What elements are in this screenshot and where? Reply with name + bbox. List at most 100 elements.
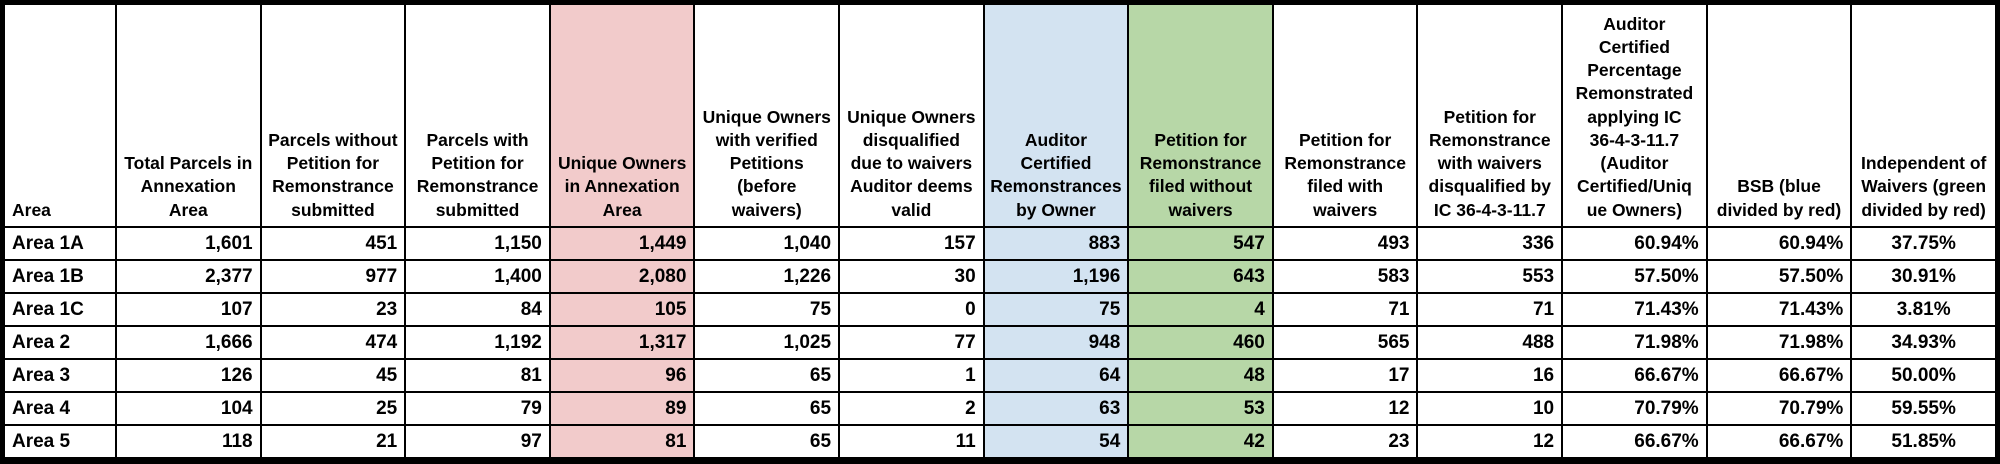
table-cell[interactable]: 96: [548, 358, 696, 393]
table-cell[interactable]: 79: [404, 391, 551, 426]
table-cell[interactable]: 66.67%: [1705, 424, 1853, 459]
table-cell[interactable]: 71.98%: [1705, 325, 1853, 360]
table-cell[interactable]: 70.79%: [1705, 391, 1853, 426]
table-cell[interactable]: 53: [1127, 391, 1274, 426]
column-header-auditor-certified-remonstrances[interactable]: Auditor Certified Remonstrances by Owner: [982, 3, 1130, 228]
table-cell[interactable]: 3.81%: [1850, 292, 1997, 327]
table-cell[interactable]: 12: [1271, 391, 1419, 426]
table-cell[interactable]: 105: [548, 292, 696, 327]
table-cell[interactable]: 57.50%: [1561, 259, 1708, 294]
table-cell[interactable]: 451: [259, 226, 407, 261]
table-cell[interactable]: 565: [1271, 325, 1419, 360]
table-cell[interactable]: 51.85%: [1850, 424, 1997, 459]
table-cell[interactable]: 25: [259, 391, 407, 426]
table-cell[interactable]: 1,317: [548, 325, 696, 360]
column-header-parcels-with-petition[interactable]: Parcels with Petition for Remonstrance s…: [404, 3, 551, 228]
table-cell[interactable]: 71.43%: [1561, 292, 1708, 327]
table-cell[interactable]: 488: [1416, 325, 1564, 360]
table-cell[interactable]: 547: [1127, 226, 1274, 261]
table-cell[interactable]: 50.00%: [1850, 358, 1997, 393]
table-cell[interactable]: 157: [838, 226, 985, 261]
table-cell[interactable]: 60.94%: [1561, 226, 1708, 261]
table-cell[interactable]: 977: [259, 259, 407, 294]
table-cell[interactable]: 104: [115, 391, 262, 426]
column-header-area[interactable]: Area: [3, 3, 117, 228]
table-cell[interactable]: 1,192: [404, 325, 551, 360]
table-cell[interactable]: 118: [115, 424, 262, 459]
row-label[interactable]: Area 1A: [3, 226, 117, 261]
table-cell[interactable]: 17: [1271, 358, 1419, 393]
table-cell[interactable]: 1,601: [115, 226, 262, 261]
table-cell[interactable]: 71.98%: [1561, 325, 1708, 360]
table-cell[interactable]: 23: [1271, 424, 1419, 459]
column-header-petition-without-waivers[interactable]: Petition for Remonstrance filed without …: [1127, 3, 1274, 228]
table-cell[interactable]: 1,040: [693, 226, 841, 261]
table-cell[interactable]: 65: [693, 391, 841, 426]
table-cell[interactable]: 81: [404, 358, 551, 393]
column-header-bsb[interactable]: BSB (blue divided by red): [1705, 3, 1853, 228]
table-cell[interactable]: 4: [1127, 292, 1274, 327]
table-cell[interactable]: 63: [982, 391, 1130, 426]
table-cell[interactable]: 1,666: [115, 325, 262, 360]
table-cell[interactable]: 643: [1127, 259, 1274, 294]
table-cell[interactable]: 34.93%: [1850, 325, 1997, 360]
table-cell[interactable]: 1: [838, 358, 985, 393]
table-cell[interactable]: 71: [1271, 292, 1419, 327]
table-cell[interactable]: 2: [838, 391, 985, 426]
table-cell[interactable]: 71: [1416, 292, 1564, 327]
table-cell[interactable]: 948: [982, 325, 1130, 360]
column-header-unique-owners[interactable]: Unique Owners in Annexation Area: [548, 3, 696, 228]
table-cell[interactable]: 1,150: [404, 226, 551, 261]
column-header-parcels-without-petition[interactable]: Parcels without Petition for Remonstranc…: [259, 3, 407, 228]
column-header-independent-of-waivers[interactable]: Independent of Waivers (green divided by…: [1850, 3, 1997, 228]
table-cell[interactable]: 65: [693, 358, 841, 393]
table-cell[interactable]: 0: [838, 292, 985, 327]
table-cell[interactable]: 66.67%: [1705, 358, 1853, 393]
table-cell[interactable]: 81: [548, 424, 696, 459]
table-cell[interactable]: 60.94%: [1705, 226, 1853, 261]
table-cell[interactable]: 883: [982, 226, 1130, 261]
row-label[interactable]: Area 2: [3, 325, 117, 360]
row-label[interactable]: Area 4: [3, 391, 117, 426]
table-cell[interactable]: 89: [548, 391, 696, 426]
table-cell[interactable]: 1,449: [548, 226, 696, 261]
table-cell[interactable]: 23: [259, 292, 407, 327]
table-cell[interactable]: 84: [404, 292, 551, 327]
table-cell[interactable]: 97: [404, 424, 551, 459]
table-cell[interactable]: 1,226: [693, 259, 841, 294]
table-cell[interactable]: 71.43%: [1705, 292, 1853, 327]
table-cell[interactable]: 1,400: [404, 259, 551, 294]
row-label[interactable]: Area 3: [3, 358, 117, 393]
table-cell[interactable]: 65: [693, 424, 841, 459]
column-header-total-parcels[interactable]: Total Parcels in Annexation Area: [115, 3, 262, 228]
table-cell[interactable]: 48: [1127, 358, 1274, 393]
table-cell[interactable]: 77: [838, 325, 985, 360]
table-cell[interactable]: 126: [115, 358, 262, 393]
table-cell[interactable]: 64: [982, 358, 1130, 393]
table-cell[interactable]: 45: [259, 358, 407, 393]
table-cell[interactable]: 10: [1416, 391, 1564, 426]
table-cell[interactable]: 21: [259, 424, 407, 459]
table-cell[interactable]: 30: [838, 259, 985, 294]
column-header-petition-waivers-disqualified[interactable]: Petition for Remonstrance with waivers d…: [1416, 3, 1564, 228]
column-header-petition-with-waivers[interactable]: Petition for Remonstrance filed with wai…: [1271, 3, 1419, 228]
table-cell[interactable]: 75: [693, 292, 841, 327]
row-label[interactable]: Area 1C: [3, 292, 117, 327]
row-label[interactable]: Area 1B: [3, 259, 117, 294]
column-header-unique-owners-verified[interactable]: Unique Owners with verified Petitions (b…: [693, 3, 841, 228]
column-header-unique-owners-disqualified[interactable]: Unique Owners disqualified due to waiver…: [838, 3, 985, 228]
table-cell[interactable]: 30.91%: [1850, 259, 1997, 294]
table-cell[interactable]: 107: [115, 292, 262, 327]
table-cell[interactable]: 493: [1271, 226, 1419, 261]
table-cell[interactable]: 583: [1271, 259, 1419, 294]
table-cell[interactable]: 70.79%: [1561, 391, 1708, 426]
table-cell[interactable]: 66.67%: [1561, 424, 1708, 459]
column-header-auditor-certified-percentage[interactable]: Auditor Certified Percentage Remonstrate…: [1561, 3, 1708, 228]
table-cell[interactable]: 57.50%: [1705, 259, 1853, 294]
table-cell[interactable]: 336: [1416, 226, 1564, 261]
table-cell[interactable]: 42: [1127, 424, 1274, 459]
table-cell[interactable]: 16: [1416, 358, 1564, 393]
table-cell[interactable]: 474: [259, 325, 407, 360]
table-cell[interactable]: 2,377: [115, 259, 262, 294]
table-cell[interactable]: 1,196: [982, 259, 1130, 294]
